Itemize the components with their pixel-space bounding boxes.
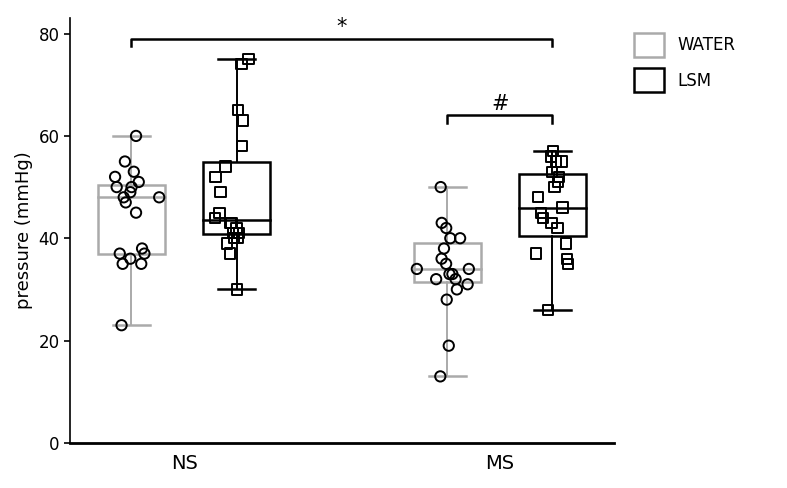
Point (545, 219, 558, 227)
Point (225, 219, 238, 227)
Point (153, 193, 165, 201)
Point (109, 173, 121, 181)
Point (116, 260, 129, 268)
Point (113, 250, 126, 258)
Point (135, 260, 147, 268)
Text: *: * (337, 17, 347, 37)
Point (434, 372, 446, 380)
Bar (414, 244, 481, 282)
Point (454, 234, 467, 242)
Point (214, 188, 227, 196)
Point (435, 219, 448, 227)
Bar (98, 184, 164, 254)
Point (537, 214, 549, 222)
Legend: WATER, LSM: WATER, LSM (627, 26, 742, 99)
Point (110, 183, 123, 191)
Point (130, 132, 142, 140)
Point (441, 296, 453, 304)
Point (231, 285, 243, 293)
Point (224, 219, 237, 227)
Point (541, 306, 554, 314)
Point (237, 117, 249, 124)
Point (209, 173, 222, 181)
Point (545, 152, 557, 160)
Point (136, 244, 149, 252)
Point (545, 168, 558, 176)
Point (461, 281, 474, 288)
Point (115, 321, 127, 329)
Point (120, 199, 132, 206)
Point (552, 173, 565, 181)
Point (232, 106, 245, 114)
Point (449, 275, 462, 283)
Point (434, 183, 447, 191)
Point (551, 224, 563, 232)
Point (435, 255, 448, 263)
Point (221, 240, 234, 247)
Point (411, 265, 423, 273)
Point (535, 209, 548, 217)
Point (132, 178, 145, 186)
Point (430, 275, 442, 283)
Point (130, 209, 142, 217)
Bar (519, 174, 586, 236)
Point (235, 61, 248, 68)
Point (443, 270, 456, 278)
Bar (203, 162, 270, 234)
Point (119, 158, 131, 165)
Point (451, 285, 464, 293)
Point (228, 234, 241, 242)
Point (213, 209, 226, 217)
Point (209, 214, 222, 222)
Point (562, 260, 575, 268)
Point (530, 250, 542, 258)
Point (549, 183, 561, 191)
Point (440, 224, 453, 232)
Point (242, 55, 255, 63)
Point (231, 234, 244, 242)
Point (124, 188, 137, 196)
Point (549, 158, 562, 165)
Point (117, 193, 130, 201)
Point (232, 229, 245, 237)
Point (440, 260, 453, 268)
Point (463, 265, 475, 273)
Point (442, 342, 455, 349)
Point (224, 250, 236, 258)
Point (125, 183, 138, 191)
Point (230, 224, 242, 232)
Y-axis label: pressure (mmHg): pressure (mmHg) (15, 152, 33, 309)
Point (220, 163, 232, 170)
Point (547, 147, 560, 155)
Point (444, 234, 456, 242)
Point (124, 255, 137, 263)
Point (560, 255, 573, 263)
Text: #: # (491, 94, 508, 114)
Point (127, 168, 140, 176)
Point (139, 250, 151, 258)
Point (235, 142, 248, 150)
Point (556, 203, 569, 211)
Point (227, 229, 239, 237)
Point (556, 158, 568, 165)
Point (446, 270, 459, 278)
Point (438, 244, 450, 252)
Point (560, 240, 572, 247)
Point (552, 178, 564, 186)
Point (531, 193, 544, 201)
